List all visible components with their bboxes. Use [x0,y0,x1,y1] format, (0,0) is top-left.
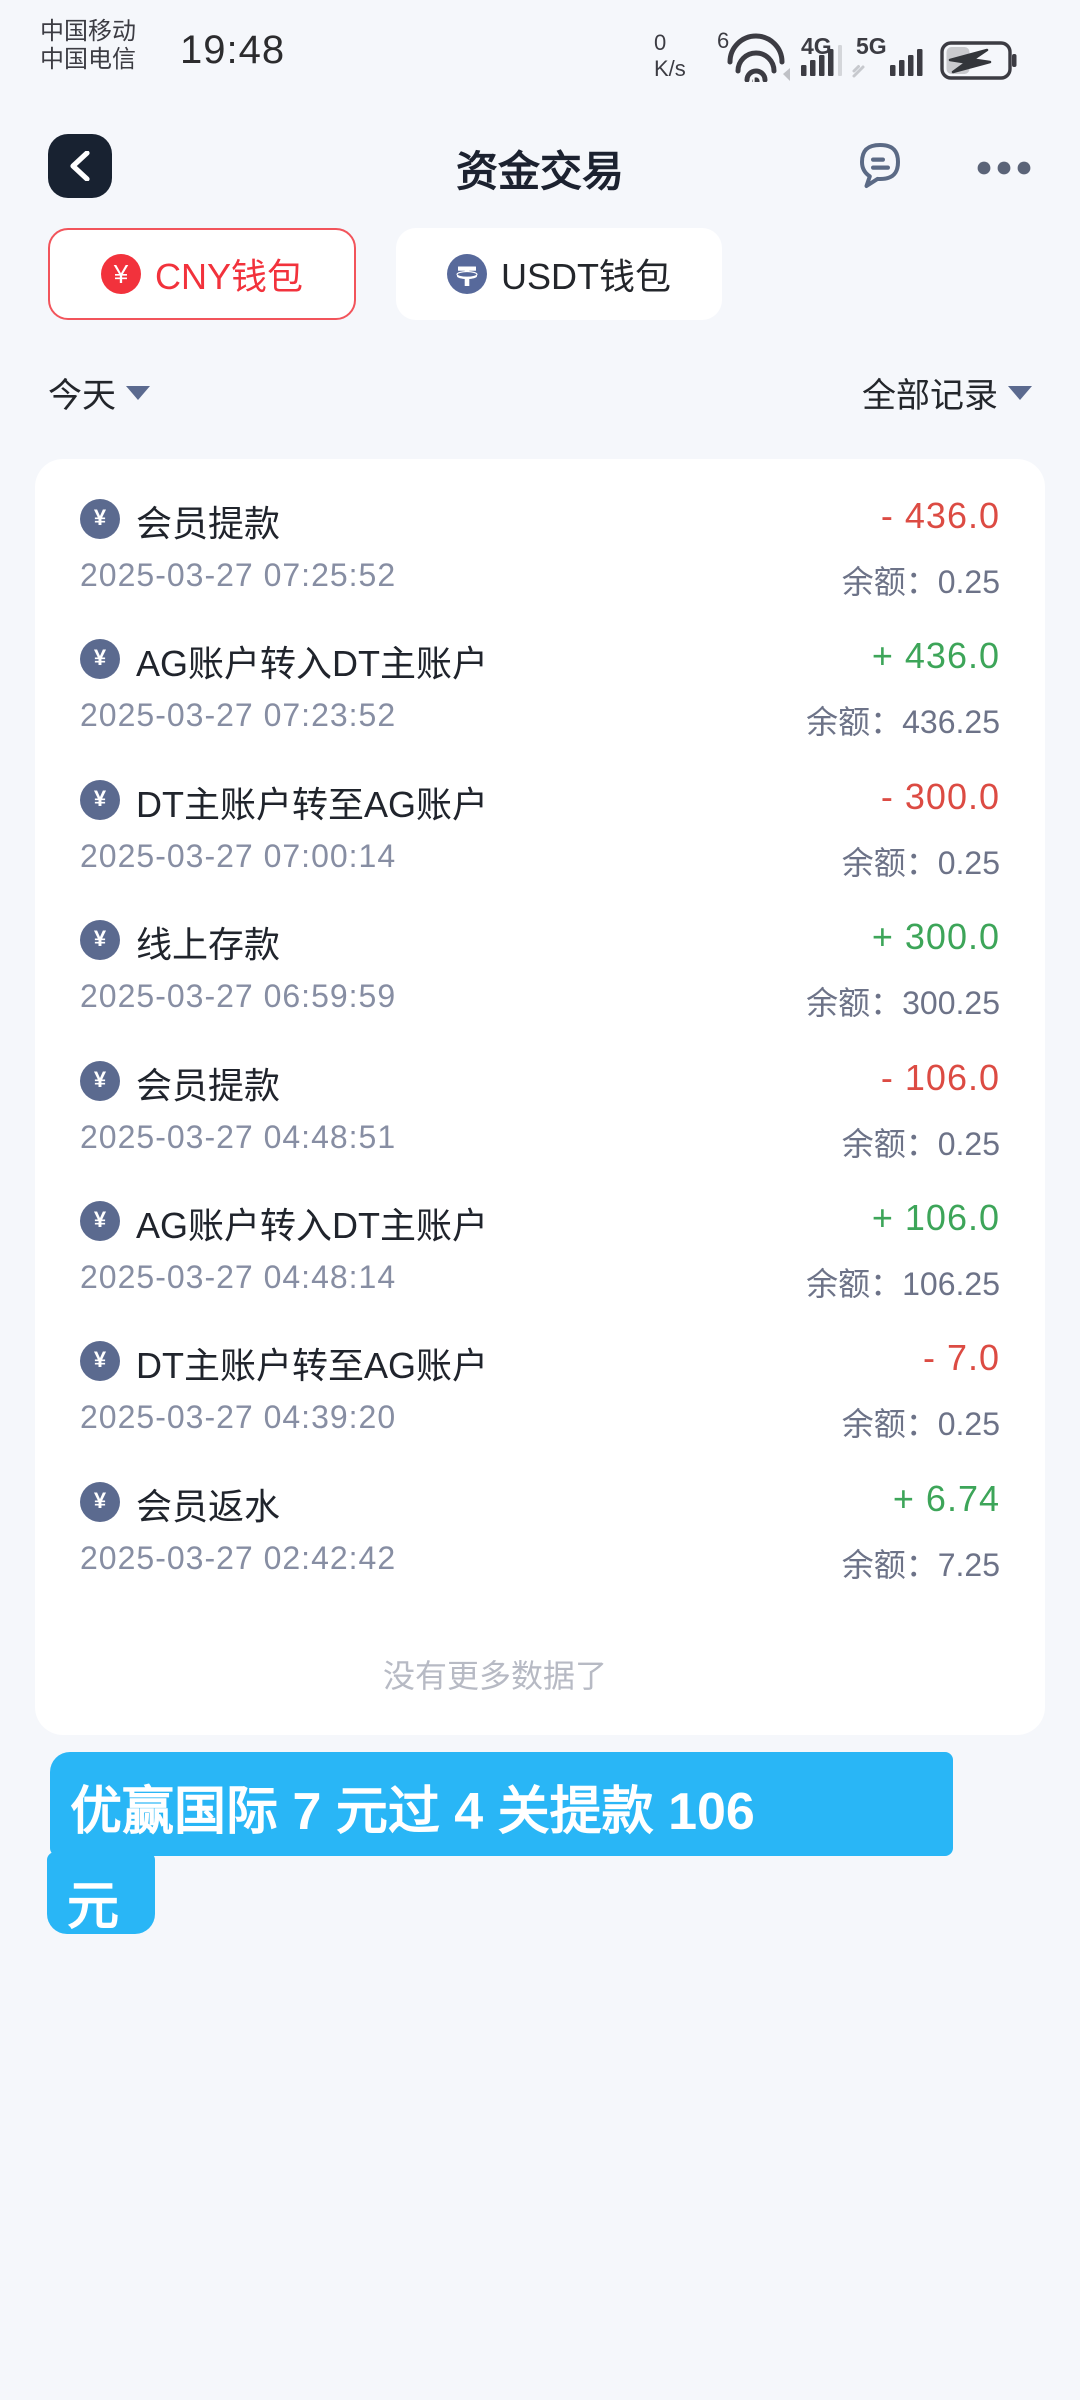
svg-text:0: 0 [654,30,666,55]
svg-text:1: 1 [751,76,757,82]
svg-text:4G: 4G [801,33,832,59]
svg-text:K/s: K/s [654,56,686,81]
svg-text:6: 6 [717,28,729,53]
svg-text:5G: 5G [856,33,887,59]
